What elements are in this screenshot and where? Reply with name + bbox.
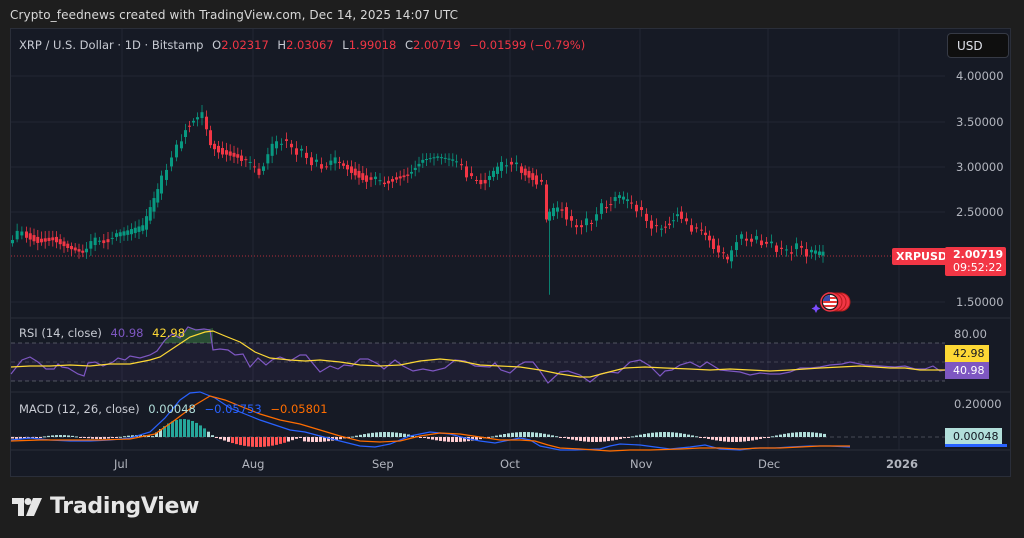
rsi-ma-line (10, 330, 945, 378)
bar-countdown: 09:52:22 (953, 261, 1003, 274)
macd-label: MACD (12, 26, close) (19, 402, 140, 416)
low-value: 1.99018 (348, 38, 397, 52)
price-axis-label: 2.50000 (956, 205, 1004, 219)
high-value: 2.03067 (286, 38, 334, 52)
price-axis-label: 1.50000 (956, 295, 1004, 309)
rsi-line (10, 326, 946, 384)
currency-button[interactable]: USD (947, 33, 1009, 58)
tradingview-logo[interactable]: TradingView (12, 494, 199, 519)
rsi-value: 40.98 (110, 326, 144, 340)
time-axis-label: 2026 (886, 457, 919, 471)
open-value: 2.02317 (221, 38, 269, 52)
rsi-value-tag: 40.98 (945, 362, 989, 379)
time-axis-label: Nov (630, 457, 653, 471)
macd-axis-label: 0.20000 (954, 397, 1002, 411)
time-axis-label: Oct (500, 457, 520, 471)
tradingview-logo-icon (12, 497, 42, 516)
macd-line-tag (945, 444, 1007, 447)
candlestick-series[interactable] (11, 105, 825, 295)
time-axis-label: Aug (242, 457, 265, 471)
time-axis-label: Dec (758, 457, 781, 471)
time-axis-label: Sep (372, 457, 394, 471)
macd-legend[interactable]: MACD (12, 26, close) 0.00048 −0.05753 −0… (19, 402, 328, 416)
last-price-tag: 2.00719 09:52:22 (945, 247, 1006, 276)
brand-name: TradingView (50, 494, 200, 519)
chart-caption: Crypto_feednews created with TradingView… (10, 8, 459, 22)
rsi-overbought-fill (160, 328, 213, 343)
symbol-tag: XRPUSD (892, 248, 951, 265)
economic-events-icon[interactable] (805, 290, 865, 320)
macd-value: −0.05753 (204, 402, 262, 416)
close-value: 2.00719 (412, 38, 461, 52)
symbol-legend[interactable]: XRP / U.S. Dollar · 1D · Bitstamp O2.023… (19, 38, 586, 52)
price-axis-label: 3.00000 (956, 160, 1004, 174)
macd-hist-tag: 0.00048 (945, 428, 1002, 445)
rsi-band (11, 343, 945, 381)
grid (11, 29, 945, 450)
symbol-name: XRP / U.S. Dollar · 1D · Bitstamp (19, 38, 204, 52)
rsi-label: RSI (14, close) (19, 326, 102, 340)
rsi-legend[interactable]: RSI (14, close) 40.98 42.98 (19, 326, 185, 340)
last-price-value: 2.00719 (953, 248, 1004, 261)
rsi-ma-tag: 42.98 (945, 345, 989, 362)
change-value: −0.01599 (−0.79%) (469, 38, 586, 52)
price-axis-label: 3.50000 (956, 115, 1004, 129)
macd-signal-value: −0.05801 (270, 402, 328, 416)
rsi-axis-label: 80.00 (954, 327, 987, 341)
time-axis-label: Jul (114, 457, 128, 471)
macd-histogram-value: 0.00048 (148, 402, 196, 416)
macd-histogram (11, 419, 826, 447)
price-axis-label: 4.00000 (956, 69, 1004, 83)
macd-signal-line (10, 395, 850, 452)
rsi-ma-value: 42.98 (152, 326, 186, 340)
